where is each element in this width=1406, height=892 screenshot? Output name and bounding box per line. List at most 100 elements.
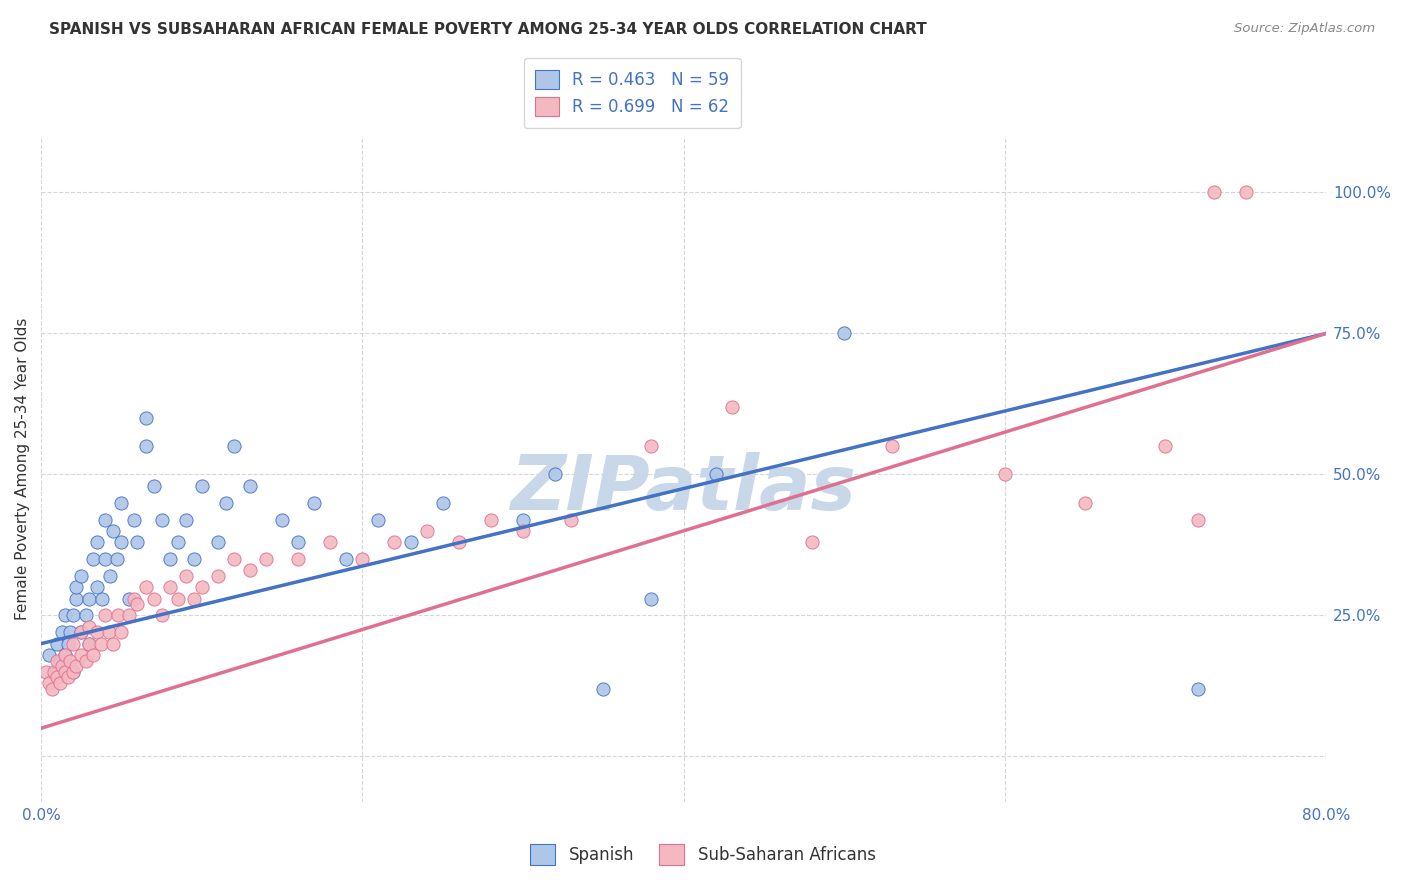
Point xyxy=(142,479,165,493)
Point xyxy=(399,535,422,549)
Point xyxy=(174,512,197,526)
Point xyxy=(51,659,73,673)
Point xyxy=(65,659,87,673)
Point xyxy=(38,676,60,690)
Point xyxy=(222,439,245,453)
Point xyxy=(239,563,262,577)
Point xyxy=(415,524,437,538)
Point xyxy=(640,591,662,606)
Point xyxy=(150,608,173,623)
Point xyxy=(512,512,534,526)
Point xyxy=(207,535,229,549)
Point xyxy=(79,637,101,651)
Point xyxy=(91,591,114,606)
Point xyxy=(118,608,141,623)
Point xyxy=(49,654,72,668)
Point xyxy=(1187,681,1209,696)
Point xyxy=(53,665,76,679)
Point xyxy=(75,608,97,623)
Point xyxy=(134,439,156,453)
Text: ZIPatlas: ZIPatlas xyxy=(510,451,856,525)
Point xyxy=(560,512,582,526)
Point xyxy=(287,552,309,566)
Point xyxy=(1234,186,1257,200)
Point xyxy=(592,681,614,696)
Point xyxy=(53,608,76,623)
Point xyxy=(142,591,165,606)
Point xyxy=(82,552,104,566)
Point xyxy=(335,552,357,566)
Point xyxy=(70,569,93,583)
Point xyxy=(79,591,101,606)
Point xyxy=(59,625,82,640)
Point xyxy=(1154,439,1177,453)
Point xyxy=(384,535,406,549)
Point xyxy=(720,400,742,414)
Point xyxy=(512,524,534,538)
Point xyxy=(105,552,128,566)
Point xyxy=(98,569,121,583)
Point xyxy=(62,637,84,651)
Point xyxy=(352,552,374,566)
Point xyxy=(367,512,389,526)
Point xyxy=(134,411,156,425)
Point xyxy=(122,591,145,606)
Point xyxy=(174,569,197,583)
Legend: R = 0.463   N = 59, R = 0.699   N = 62: R = 0.463 N = 59, R = 0.699 N = 62 xyxy=(523,58,741,128)
Point xyxy=(432,496,454,510)
Point xyxy=(103,637,125,651)
Point xyxy=(166,535,188,549)
Point xyxy=(53,648,76,662)
Point xyxy=(75,654,97,668)
Point xyxy=(62,608,84,623)
Point xyxy=(159,580,181,594)
Point xyxy=(59,654,82,668)
Point xyxy=(65,591,87,606)
Point xyxy=(190,479,212,493)
Point xyxy=(62,665,84,679)
Point xyxy=(222,552,245,566)
Point xyxy=(110,625,132,640)
Point xyxy=(127,597,149,611)
Point xyxy=(42,665,65,679)
Point xyxy=(51,625,73,640)
Point xyxy=(190,580,212,594)
Point xyxy=(46,665,69,679)
Point xyxy=(82,648,104,662)
Point xyxy=(79,637,101,651)
Point xyxy=(46,637,69,651)
Point xyxy=(35,665,58,679)
Point xyxy=(122,512,145,526)
Point xyxy=(287,535,309,549)
Point xyxy=(254,552,277,566)
Point xyxy=(86,625,108,640)
Point xyxy=(94,552,117,566)
Point xyxy=(53,648,76,662)
Y-axis label: Female Poverty Among 25-34 Year Olds: Female Poverty Among 25-34 Year Olds xyxy=(15,318,30,620)
Point xyxy=(86,535,108,549)
Point xyxy=(166,591,188,606)
Point xyxy=(38,648,60,662)
Point xyxy=(118,591,141,606)
Point xyxy=(1074,496,1097,510)
Point xyxy=(207,569,229,583)
Point xyxy=(41,681,63,696)
Point xyxy=(447,535,470,549)
Point xyxy=(640,439,662,453)
Point xyxy=(271,512,294,526)
Point xyxy=(58,670,80,684)
Point xyxy=(49,676,72,690)
Point xyxy=(94,608,117,623)
Point xyxy=(150,512,173,526)
Point xyxy=(479,512,502,526)
Point xyxy=(46,654,69,668)
Point xyxy=(110,496,132,510)
Point xyxy=(994,467,1017,482)
Point xyxy=(134,580,156,594)
Point xyxy=(544,467,567,482)
Point xyxy=(159,552,181,566)
Point xyxy=(1202,186,1225,200)
Point xyxy=(94,512,117,526)
Text: SPANISH VS SUBSAHARAN AFRICAN FEMALE POVERTY AMONG 25-34 YEAR OLDS CORRELATION C: SPANISH VS SUBSAHARAN AFRICAN FEMALE POV… xyxy=(49,22,927,37)
Point xyxy=(70,625,93,640)
